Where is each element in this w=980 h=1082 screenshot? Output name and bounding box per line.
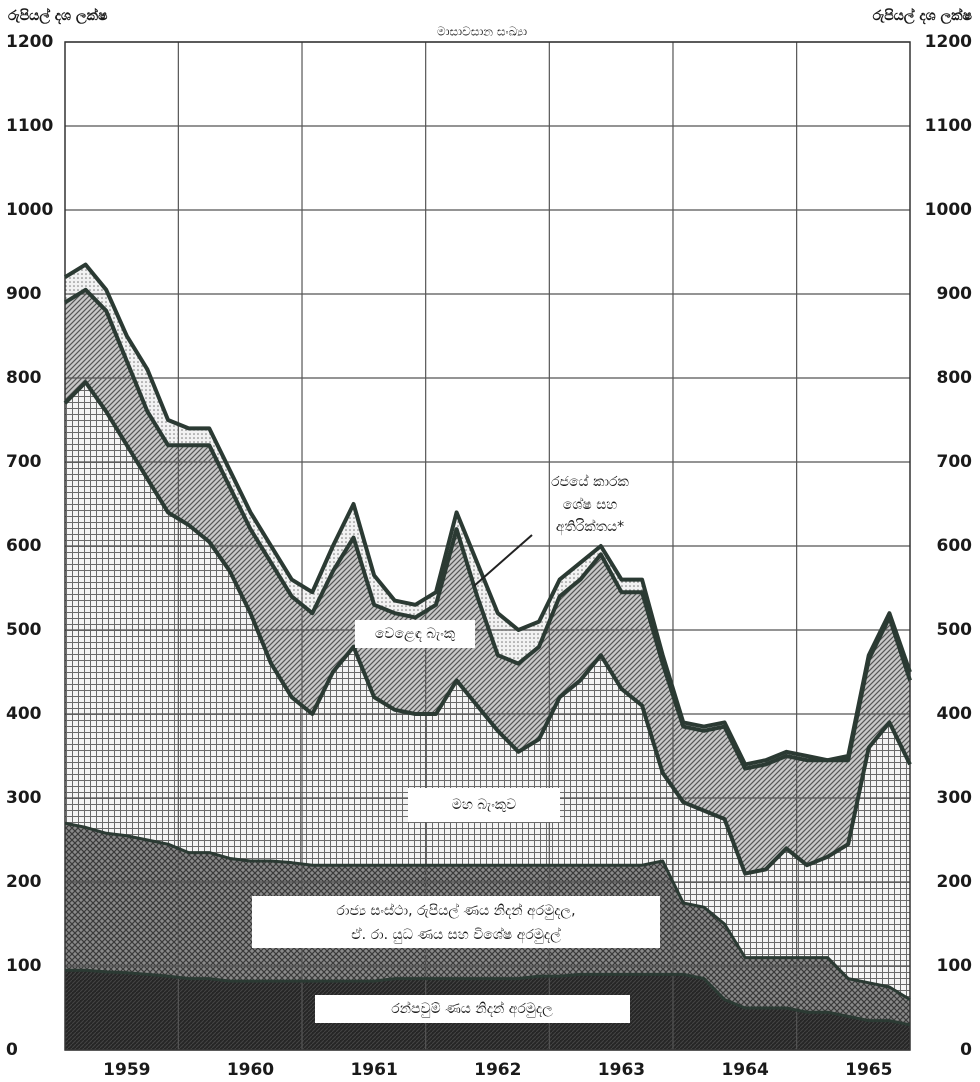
series-label: රන්පවුම් ණය නිදන් අරමුදල bbox=[391, 1001, 553, 1018]
y-tick-label-right: 1200 bbox=[925, 32, 972, 52]
y-tick-label: 900 bbox=[6, 284, 42, 304]
y-tick-label-right: 800 bbox=[937, 368, 973, 388]
x-tick-label: 1959 bbox=[103, 1060, 150, 1080]
label-box bbox=[355, 620, 475, 648]
y-tick-label: 200 bbox=[6, 872, 42, 892]
y-tick-label-right: 1000 bbox=[925, 200, 972, 220]
y-tick-label-right: 200 bbox=[937, 872, 973, 892]
x-tick-label: 1963 bbox=[598, 1060, 645, 1080]
series-label: ඒ. රා. යුධ ණය සහ විශේෂ අරමුදල් bbox=[351, 927, 561, 944]
y-tick-label: 700 bbox=[6, 452, 42, 472]
layer-top-line bbox=[63, 287, 912, 771]
y-tick-label-right: 0 bbox=[960, 1040, 972, 1060]
y-tick-label: 1100 bbox=[6, 116, 53, 136]
y-tick-label: 1200 bbox=[6, 32, 53, 52]
label-box bbox=[252, 896, 660, 948]
series-label: මහ බැංකුව bbox=[452, 797, 516, 813]
y-axis-label: රුපියල් දශ ලක්ෂ bbox=[8, 7, 108, 25]
x-tick-label: 1964 bbox=[721, 1060, 768, 1080]
x-tick-label: 1965 bbox=[845, 1060, 892, 1080]
y-tick-label: 300 bbox=[6, 788, 42, 808]
y-tick-label-right: 400 bbox=[937, 704, 973, 724]
y-tick-label-right: 700 bbox=[937, 452, 973, 472]
label-box bbox=[315, 995, 630, 1023]
plot-frame bbox=[64, 41, 911, 1051]
y-tick-label: 600 bbox=[6, 536, 42, 556]
y-tick-label: 800 bbox=[6, 368, 42, 388]
y-tick-label-right: 1100 bbox=[925, 116, 972, 136]
y-tick-label: 100 bbox=[6, 956, 42, 976]
layer-top-line bbox=[63, 380, 912, 876]
y-tick-label-right: 900 bbox=[937, 284, 973, 304]
chart-title: මාසාවසාන සංඛ්‍යා bbox=[437, 25, 527, 39]
label-box bbox=[408, 788, 560, 822]
area bbox=[65, 289, 910, 874]
annotation-pointer bbox=[473, 534, 533, 587]
series-label: අතිරික්තය* bbox=[556, 519, 624, 536]
x-tick-label: 1960 bbox=[227, 1060, 274, 1080]
x-tick-label: 1962 bbox=[474, 1060, 521, 1080]
layer-top-line bbox=[64, 821, 911, 1001]
y-tick-label-right: 300 bbox=[937, 788, 973, 808]
y-tick-label-right: 600 bbox=[937, 536, 973, 556]
y-tick-label: 1000 bbox=[6, 200, 53, 220]
series-label: වෙළෙඳ බැංකු bbox=[375, 626, 456, 642]
x-tick-label: 1961 bbox=[350, 1060, 397, 1080]
y-tick-label: 400 bbox=[6, 704, 42, 724]
series-label: ශේෂ සහ bbox=[563, 497, 618, 513]
area bbox=[65, 382, 910, 1000]
series-label: රජයේ කාරක bbox=[551, 474, 629, 490]
layer-top-line bbox=[63, 262, 912, 767]
y-axis-label-right: රුපියල් දශ ලක්ෂ bbox=[873, 7, 973, 25]
y-tick-label: 500 bbox=[6, 620, 42, 640]
y-tick-label-right: 100 bbox=[937, 956, 973, 976]
y-tick-label-right: 500 bbox=[937, 620, 973, 640]
series-label: රාජ්‍ය සංස්ථා, රුපියල් ණය නිදන් අරමුදල, bbox=[336, 903, 575, 920]
layer-top-line bbox=[65, 968, 911, 1027]
y-tick-label: 0 bbox=[6, 1040, 18, 1060]
